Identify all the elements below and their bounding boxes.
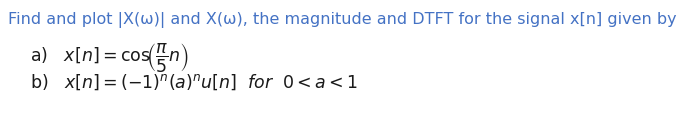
Text: b)   $x[n] = (-1)^n(a)^n u[n]$  $for$  $0 < a < 1$: b) $x[n] = (-1)^n(a)^n u[n]$ $for$ $0 < … xyxy=(30,72,358,92)
Text: Find and plot |X(ω)| and X(ω), the magnitude and DTFT for the signal x[n] given : Find and plot |X(ω)| and X(ω), the magni… xyxy=(8,12,676,28)
Text: a)   $x[n] = \mathrm{cos}\!\left(\dfrac{\pi}{5}n\right)$: a) $x[n] = \mathrm{cos}\!\left(\dfrac{\p… xyxy=(30,41,189,74)
